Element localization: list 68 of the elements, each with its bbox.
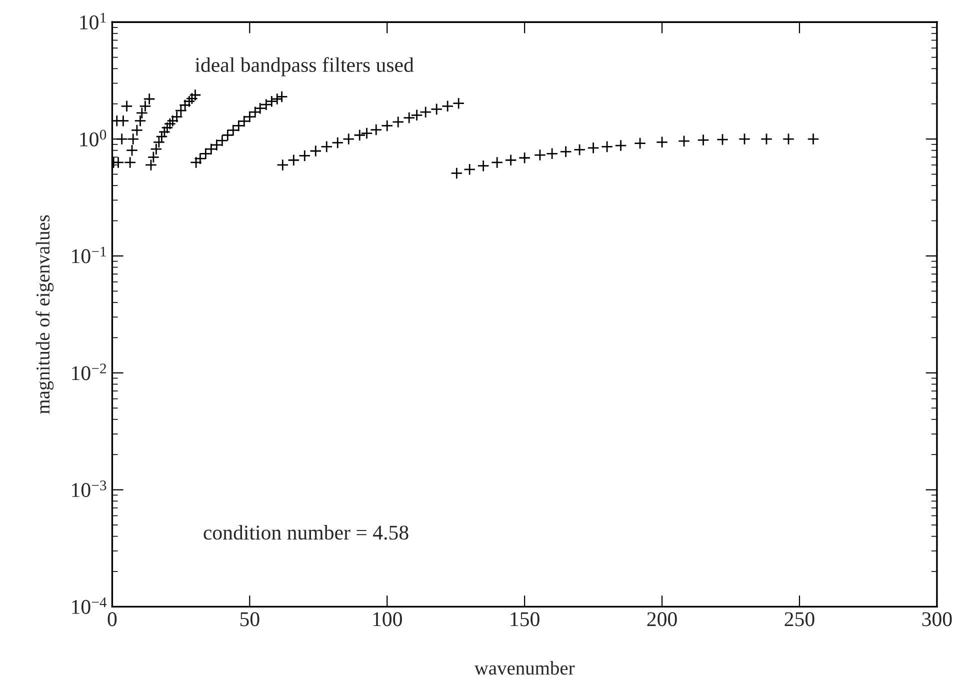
point (134, 114, 146, 127)
x-tick-label: 150 (510, 612, 540, 626)
point (534, 148, 546, 162)
point (573, 144, 586, 156)
point (600, 140, 614, 153)
point (442, 100, 454, 112)
point (320, 140, 333, 153)
point (360, 127, 373, 140)
point (126, 144, 138, 156)
point (807, 132, 820, 146)
point (697, 134, 710, 146)
x-tick-label: 50 (240, 612, 260, 626)
point (342, 132, 355, 146)
point (546, 148, 558, 160)
x-tick-label: 300 (922, 612, 952, 626)
point (614, 139, 627, 152)
point (518, 152, 531, 164)
point (782, 132, 795, 146)
point (430, 103, 443, 116)
point (491, 156, 504, 169)
point (477, 160, 490, 172)
point (738, 132, 751, 146)
point (464, 163, 476, 176)
point (124, 156, 136, 169)
annotation: ideal bandpass filters used (195, 57, 414, 76)
point (410, 109, 423, 122)
point (634, 137, 646, 150)
y-tick-label: 10$^{−3}$ (72, 480, 106, 498)
point (760, 132, 773, 146)
point (678, 135, 690, 148)
x-tick-label: 200 (647, 612, 677, 626)
x-tick-label: 250 (784, 612, 814, 626)
point (354, 129, 366, 142)
y-axis-title: magnitude of eigenvalues (36, 215, 54, 414)
point (147, 151, 160, 164)
point (403, 112, 416, 124)
point (276, 158, 289, 172)
point (117, 114, 130, 127)
point (127, 132, 140, 146)
point (370, 124, 382, 136)
point (310, 144, 322, 158)
x-tick-label: 100 (373, 612, 402, 626)
point (452, 97, 465, 110)
point (130, 124, 144, 136)
point (381, 120, 394, 132)
x-tick-label: 0 (108, 612, 117, 626)
point (716, 133, 729, 146)
y-tick-label: 10$^{1}$ (80, 12, 106, 30)
point (332, 136, 344, 149)
y-tick-label: 10$^{−2}$ (72, 364, 106, 380)
y-tick-label: 10$^{−4}$ (72, 597, 107, 614)
point (190, 156, 202, 169)
y-tick-label: 10$^{0}$ (80, 130, 106, 146)
x-axis-title: wavenumber (474, 661, 575, 675)
point (144, 158, 158, 172)
point (288, 154, 300, 166)
point (116, 132, 128, 146)
point (120, 100, 133, 112)
point (587, 142, 600, 154)
point (560, 146, 572, 158)
annotation: condition number = 4.58 (204, 525, 408, 540)
point (450, 167, 463, 180)
point (298, 150, 311, 162)
point (392, 116, 404, 128)
point (420, 106, 432, 118)
point (504, 154, 517, 166)
y-tick-label: 10$^{−1}$ (72, 246, 106, 264)
point (656, 136, 668, 148)
